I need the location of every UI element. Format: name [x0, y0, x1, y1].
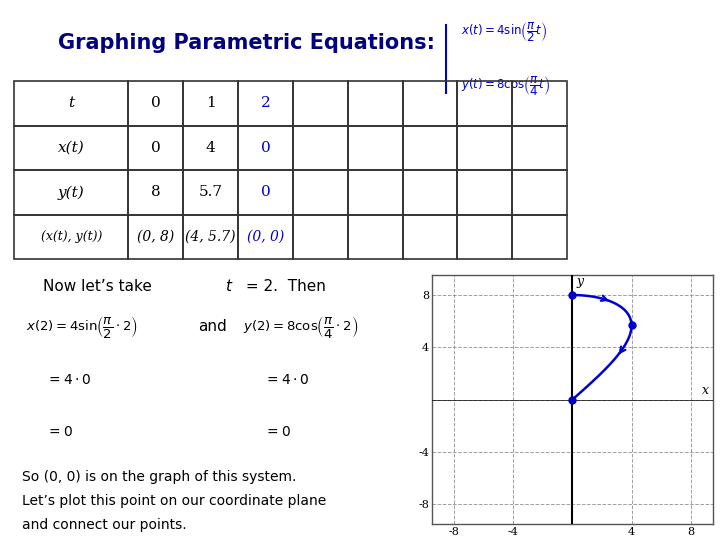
Bar [184, 125, 238, 170]
Bar [512, 125, 567, 170]
Bar [184, 214, 238, 259]
Text: 1: 1 [206, 96, 215, 110]
Text: and: and [198, 319, 227, 334]
Bar [128, 81, 184, 125]
Bar [14, 125, 128, 170]
Bar [14, 81, 128, 125]
Text: $= 0$: $= 0$ [46, 425, 73, 439]
Text: 4: 4 [206, 141, 215, 155]
Text: Let’s plot this point on our coordinate plane: Let’s plot this point on our coordinate … [22, 494, 326, 508]
Bar [128, 125, 184, 170]
Text: and connect our points.: and connect our points. [22, 518, 186, 532]
Text: (x(t), y(t)): (x(t), y(t)) [41, 231, 102, 244]
Text: $= 4 \cdot 0$: $= 4 \cdot 0$ [264, 373, 309, 387]
Bar [293, 214, 348, 259]
Text: $x(t) = 4\sin\!\left(\dfrac{\pi}{2}t\right)$: $x(t) = 4\sin\!\left(\dfrac{\pi}{2}t\rig… [461, 21, 547, 44]
Bar [457, 81, 512, 125]
Text: 8: 8 [151, 185, 161, 199]
Text: Graphing Parametric Equations:: Graphing Parametric Equations: [58, 33, 435, 53]
Bar [457, 170, 512, 214]
Bar [293, 81, 348, 125]
Text: 0: 0 [151, 96, 161, 110]
Bar [348, 214, 402, 259]
Text: x: x [702, 384, 709, 397]
Bar [238, 125, 293, 170]
Bar [128, 214, 184, 259]
Text: = 2.  Then: = 2. Then [241, 279, 326, 294]
Text: 0: 0 [261, 185, 270, 199]
Bar [348, 125, 402, 170]
Text: y: y [576, 275, 583, 288]
Bar [184, 81, 238, 125]
Bar [238, 81, 293, 125]
Bar [238, 214, 293, 259]
Text: t: t [68, 96, 74, 110]
Text: (0, 8): (0, 8) [138, 230, 174, 244]
Bar [184, 170, 238, 214]
Text: $t$: $t$ [225, 278, 234, 294]
Bar [402, 125, 457, 170]
Bar [293, 125, 348, 170]
Text: y(t): y(t) [58, 185, 85, 200]
Bar [402, 81, 457, 125]
Bar [348, 81, 402, 125]
Bar [512, 214, 567, 259]
Bar [402, 214, 457, 259]
Bar [14, 214, 128, 259]
Bar [512, 170, 567, 214]
Text: 2: 2 [261, 96, 270, 110]
Bar [238, 170, 293, 214]
Text: So (0, 0) is on the graph of this system.: So (0, 0) is on the graph of this system… [22, 470, 296, 484]
Text: (4, 5.7): (4, 5.7) [186, 230, 236, 244]
Text: 0: 0 [261, 141, 270, 155]
Text: 5.7: 5.7 [199, 185, 222, 199]
Text: $= 0$: $= 0$ [264, 425, 291, 439]
Bar [293, 170, 348, 214]
Bar [14, 170, 128, 214]
Text: 0: 0 [151, 141, 161, 155]
Bar [348, 170, 402, 214]
Bar [128, 170, 184, 214]
Bar [457, 125, 512, 170]
Text: $y(2) = 8\cos\!\left(\dfrac{\pi}{4}\cdot 2\right)$: $y(2) = 8\cos\!\left(\dfrac{\pi}{4}\cdot… [243, 314, 359, 340]
Bar [457, 214, 512, 259]
Text: $= 4 \cdot 0$: $= 4 \cdot 0$ [46, 373, 91, 387]
Text: $y(t) = 8\cos\!\left(\dfrac{\pi}{4}t\right)$: $y(t) = 8\cos\!\left(\dfrac{\pi}{4}t\rig… [461, 75, 550, 98]
Text: (0, 0): (0, 0) [247, 230, 284, 244]
Text: $x(2) = 4\sin\!\left(\dfrac{\pi}{2}\cdot 2\right)$: $x(2) = 4\sin\!\left(\dfrac{\pi}{2}\cdot… [26, 314, 138, 340]
Text: x(t): x(t) [58, 141, 85, 155]
Bar [512, 81, 567, 125]
Bar [402, 170, 457, 214]
Text: Now let’s take: Now let’s take [43, 279, 157, 294]
